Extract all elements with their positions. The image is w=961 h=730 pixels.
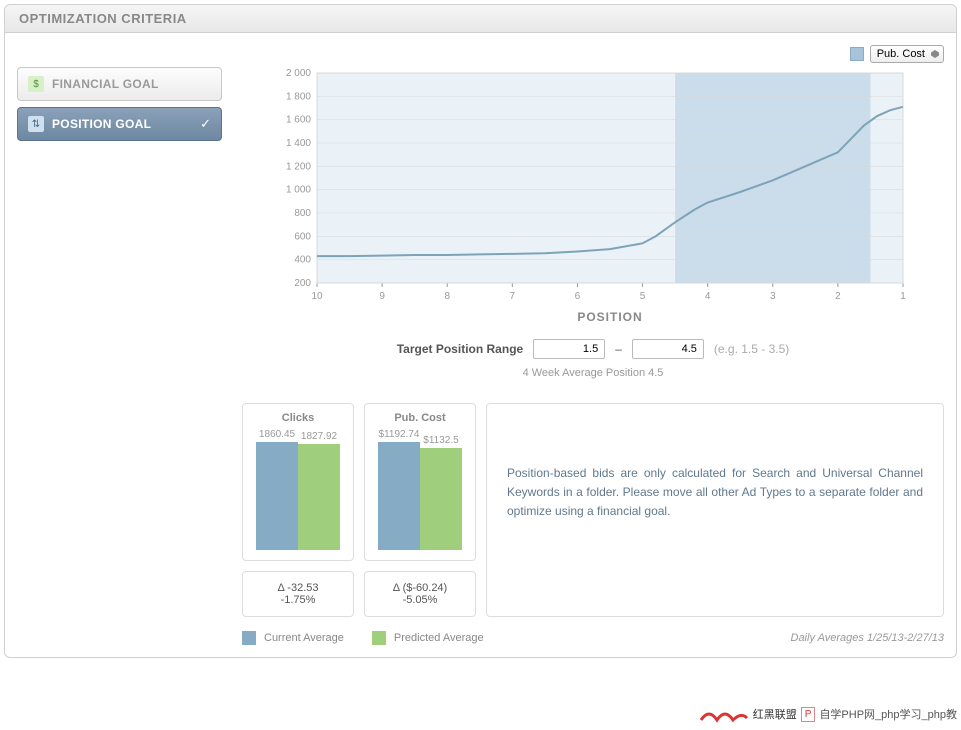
target-position-row: Target Position Range – (e.g. 1.5 - 3.5)	[242, 339, 944, 359]
financial-goal-tab[interactable]: $ FINANCIAL GOAL	[17, 67, 222, 101]
svg-text:1 000: 1 000	[286, 185, 311, 196]
metric-dropdown[interactable]: Pub. Cost	[870, 45, 944, 63]
current-swatch	[242, 631, 256, 645]
watermark-badge: P	[801, 707, 816, 722]
clicks-current-col: 1860.45	[256, 429, 298, 550]
pubcost-delta: Δ ($-60.24)	[371, 582, 469, 594]
daily-averages-label: Daily Averages 1/25/13-2/27/13	[791, 632, 945, 644]
clicks-delta-card: Δ -32.53 -1.75%	[242, 571, 354, 617]
avg-position-note: 4 Week Average Position 4.5	[242, 367, 944, 379]
info-card: Position-based bids are only calculated …	[486, 403, 944, 617]
pubcost-current-bar	[378, 442, 420, 550]
current-legend-label: Current Average	[264, 632, 344, 644]
pubcost-card: Pub. Cost $1192.74 $1132.5	[364, 403, 476, 561]
target-from-input[interactable]	[533, 339, 605, 359]
clicks-title: Clicks	[249, 412, 347, 424]
svg-text:400: 400	[294, 255, 311, 266]
position-chart: 200 400 600 800 1 000 1 200 1 400 1 600 1 800 2 0…	[242, 67, 944, 327]
svg-text:5: 5	[640, 291, 646, 302]
pubcost-title: Pub. Cost	[371, 412, 469, 424]
target-to-input[interactable]	[632, 339, 704, 359]
watermark-text: 自学PHP网_php学习_php教	[819, 706, 957, 722]
optimization-panel: OPTIMIZATION CRITERIA $ FINANCIAL GOAL ⇅…	[4, 4, 957, 658]
predicted-swatch	[372, 631, 386, 645]
svg-text:3: 3	[770, 291, 776, 302]
goal-tabs: $ FINANCIAL GOAL ⇅ POSITION GOAL ✓	[17, 67, 222, 645]
clicks-current-bar	[256, 442, 298, 550]
clicks-bars: 1860.45 1827.92	[249, 430, 347, 550]
pubcost-delta-card: Δ ($-60.24) -5.05%	[364, 571, 476, 617]
clicks-current-val: 1860.45	[259, 429, 295, 440]
check-icon: ✓	[200, 116, 211, 132]
series-color-swatch	[850, 47, 864, 61]
clicks-delta: Δ -32.53	[249, 582, 347, 594]
chart-svg: 200 400 600 800 1 000 1 200 1 400 1 600 1 800 2 0…	[242, 67, 944, 327]
clicks-predicted-val: 1827.92	[301, 431, 337, 442]
target-hint: (e.g. 1.5 - 3.5)	[714, 342, 789, 356]
clicks-predicted-bar	[298, 444, 340, 550]
svg-text:2 000: 2 000	[286, 68, 311, 79]
svg-text:9: 9	[379, 291, 385, 302]
pubcost-bars: $1192.74 $1132.5	[371, 430, 469, 550]
range-dash: –	[615, 342, 622, 356]
panel-title: OPTIMIZATION CRITERIA	[19, 11, 942, 26]
target-label: Target Position Range	[397, 342, 523, 356]
clicks-predicted-col: 1827.92	[298, 431, 340, 550]
svg-text:10: 10	[311, 291, 323, 302]
position-icon: ⇅	[28, 116, 44, 132]
panel-body: $ FINANCIAL GOAL ⇅ POSITION GOAL ✓ Pub. …	[5, 33, 956, 657]
svg-text:POSITION: POSITION	[577, 310, 642, 324]
panel-header: OPTIMIZATION CRITERIA	[5, 5, 956, 33]
financial-goal-label: FINANCIAL GOAL	[52, 77, 159, 91]
svg-text:6: 6	[575, 291, 581, 302]
svg-text:8: 8	[444, 291, 450, 302]
svg-text:7: 7	[510, 291, 516, 302]
svg-text:1 600: 1 600	[286, 115, 311, 126]
pubcost-column: Pub. Cost $1192.74 $1132.5	[364, 403, 476, 617]
svg-text:200: 200	[294, 278, 311, 289]
position-goal-tab[interactable]: ⇅ POSITION GOAL ✓	[17, 107, 222, 141]
svg-text:1 800: 1 800	[286, 91, 311, 102]
svg-text:2: 2	[835, 291, 841, 302]
svg-text:1: 1	[900, 291, 906, 302]
dollar-icon: $	[28, 76, 44, 92]
dropdown-value: Pub. Cost	[877, 48, 925, 60]
main-area: Pub. Cost 200 400 600 800 1 000 1 200 1 400 1 6…	[242, 45, 944, 645]
svg-text:800: 800	[294, 208, 311, 219]
watermark-logo	[699, 704, 749, 724]
predicted-legend-label: Predicted Average	[394, 632, 484, 644]
svg-text:4: 4	[705, 291, 711, 302]
clicks-column: Clicks 1860.45 1827.92	[242, 403, 354, 617]
stats-row: Clicks 1860.45 1827.92	[242, 403, 944, 617]
bottom-legend: Current Average Predicted Average Daily …	[242, 631, 944, 645]
pubcost-predicted-val: $1132.5	[423, 435, 458, 446]
svg-text:600: 600	[294, 231, 311, 242]
pubcost-current-val: $1192.74	[379, 429, 420, 440]
clicks-card: Clicks 1860.45 1827.92	[242, 403, 354, 561]
info-text: Position-based bids are only calculated …	[507, 466, 923, 518]
svg-text:1 400: 1 400	[286, 138, 311, 149]
svg-text:1 200: 1 200	[286, 161, 311, 172]
pubcost-predicted-col: $1132.5	[420, 435, 462, 550]
clicks-delta-pct: -1.75%	[249, 594, 347, 606]
watermark: 红黑联盟 P 自学PHP网_php学习_php教	[699, 704, 957, 724]
pubcost-predicted-bar	[420, 448, 462, 550]
chart-legend-top: Pub. Cost	[242, 45, 944, 63]
position-goal-label: POSITION GOAL	[52, 117, 151, 131]
pubcost-delta-pct: -5.05%	[371, 594, 469, 606]
pubcost-current-col: $1192.74	[378, 429, 420, 550]
